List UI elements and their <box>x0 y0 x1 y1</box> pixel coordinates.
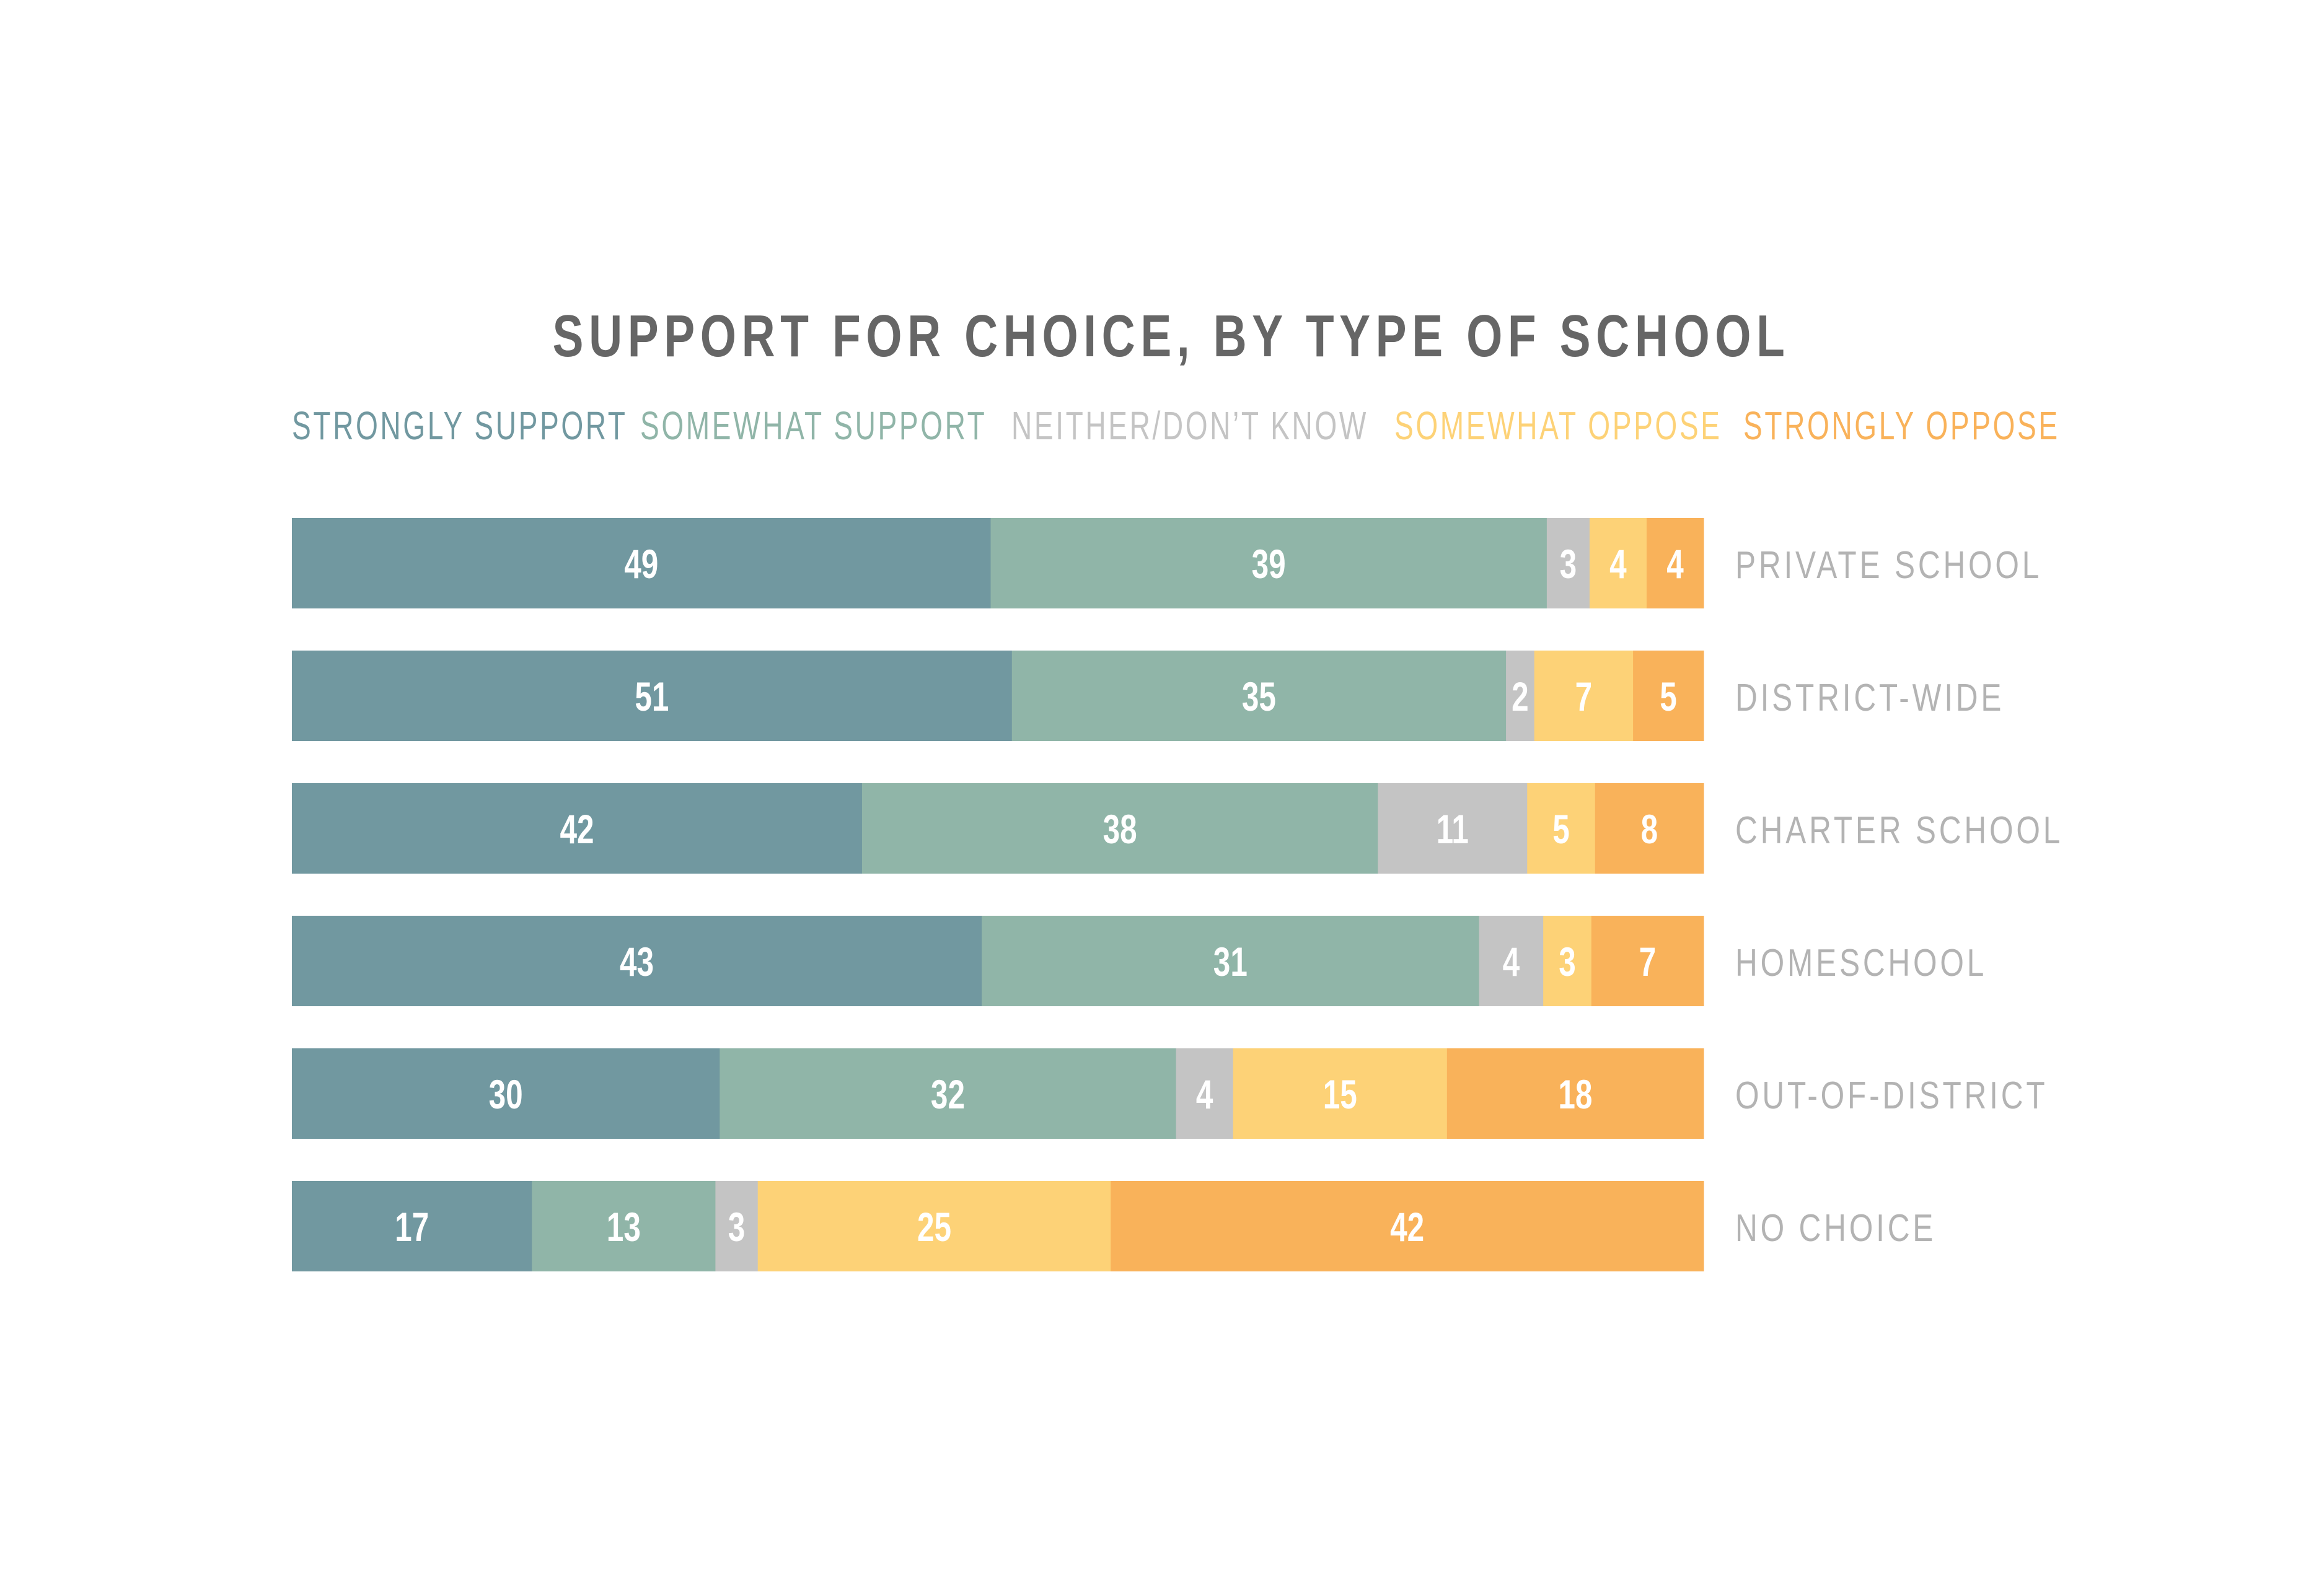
bar-value-label: 4 <box>1666 542 1684 587</box>
bar-segment <box>1595 783 1704 874</box>
bar-value-label: 18 <box>1558 1072 1592 1118</box>
bar-segment <box>1111 1181 1704 1271</box>
bar-value-label: 7 <box>1639 939 1657 985</box>
bar-row-out-of-district: 30 32 4 15 18 OUT-OF-DISTRICT <box>292 1048 2048 1139</box>
bar-value-label: 4 <box>1196 1072 1213 1118</box>
bar-segment <box>715 1181 759 1271</box>
bar-row-no-choice: 17 13 3 25 42 NO CHOICE <box>292 1181 1936 1271</box>
bar-row-district-wide: 51 35 2 7 5 DISTRICT-WIDE <box>292 651 2004 741</box>
bar-value-label: 5 <box>1552 807 1570 853</box>
bar-row-charter-school: 42 38 11 5 8 CHARTER SCHOOL <box>292 783 2063 874</box>
bar-segment <box>292 916 982 1006</box>
bar-value-label: 7 <box>1575 674 1593 720</box>
bar-value-label: 13 <box>607 1204 641 1250</box>
bar-value-label: 11 <box>1437 807 1469 853</box>
bar-segment <box>1646 518 1704 608</box>
bar-segment <box>990 518 1547 608</box>
bar-value-label: 2 <box>1512 674 1529 720</box>
bar-segment <box>861 783 1378 874</box>
bar-value-label: 8 <box>1641 807 1658 853</box>
bar-value-label: 43 <box>620 939 654 985</box>
category-label: HOMESCHOOL <box>1735 941 1987 985</box>
bar-value-label: 42 <box>1390 1204 1424 1250</box>
bar-value-label: 25 <box>917 1204 951 1250</box>
bar-segment <box>1233 1048 1448 1139</box>
bar-segment <box>1543 916 1592 1006</box>
bar-segment <box>292 783 863 874</box>
bar-value-label: 35 <box>1242 674 1276 720</box>
legend-item-somewhat-support: SOMEWHAT SUPPORT <box>640 403 987 448</box>
bar-segment <box>1011 651 1507 741</box>
bar-segment <box>982 916 1480 1006</box>
bar-segment <box>292 1048 720 1139</box>
category-label: PRIVATE SCHOOL <box>1735 543 2042 587</box>
category-label: NO CHOICE <box>1735 1206 1936 1250</box>
bar-row-homeschool: 43 31 4 3 7 HOMESCHOOL <box>292 916 1987 1006</box>
bar-value-label: 4 <box>1609 542 1627 587</box>
bar-segment <box>292 651 1013 741</box>
legend-item-neither: NEITHER/DON’T KNOW <box>1011 403 1368 448</box>
bar-segment <box>720 1048 1177 1139</box>
legend-item-strongly-support: STRONGLY SUPPORT <box>292 403 628 448</box>
category-label: CHARTER SCHOOL <box>1735 809 2063 852</box>
bar-value-label: 3 <box>1559 939 1576 985</box>
bar-segment <box>292 1181 532 1271</box>
bar-segment <box>1378 783 1528 874</box>
bar-segment <box>292 518 991 608</box>
legend-item-strongly-oppose: STRONGLY OPPOSE <box>1743 403 2060 448</box>
bar-value-label: 39 <box>1252 542 1286 587</box>
category-label: DISTRICT-WIDE <box>1735 676 2004 719</box>
legend-item-somewhat-oppose: SOMEWHAT OPPOSE <box>1394 403 1722 448</box>
bar-value-label: 17 <box>395 1204 429 1250</box>
bar-segment <box>1534 651 1634 741</box>
bar-segment <box>1546 518 1590 608</box>
bar-segment <box>1589 518 1647 608</box>
bar-segment <box>1506 651 1535 741</box>
bar-segment <box>757 1181 1111 1271</box>
bar-value-label: 3 <box>1560 542 1577 587</box>
bar-segment <box>1446 1048 1704 1139</box>
bar-segment <box>1479 916 1544 1006</box>
bar-value-label: 5 <box>1660 674 1677 720</box>
bar-value-label: 3 <box>728 1204 746 1250</box>
bar-segment <box>1176 1048 1234 1139</box>
bar-segment <box>532 1181 716 1271</box>
bar-value-label: 32 <box>931 1072 965 1118</box>
category-label: OUT-OF-DISTRICT <box>1735 1074 2048 1117</box>
bar-value-label: 42 <box>560 807 594 853</box>
chart-title: SUPPORT FOR CHOICE, BY TYPE OF SCHOOL <box>552 303 1790 369</box>
bar-value-label: 51 <box>635 674 669 720</box>
bar-row-private-school: 49 39 3 4 4 PRIVATE SCHOOL <box>292 518 2042 608</box>
bar-segment <box>1591 916 1704 1006</box>
bar-value-label: 4 <box>1503 939 1520 985</box>
bar-value-label: 15 <box>1323 1072 1357 1118</box>
bar-value-label: 31 <box>1213 939 1248 985</box>
bar-value-label: 30 <box>489 1072 523 1118</box>
bar-segment <box>1633 651 1704 741</box>
bar-value-label: 38 <box>1103 807 1137 853</box>
bar-segment <box>1527 783 1596 874</box>
bar-value-label: 49 <box>624 542 658 587</box>
